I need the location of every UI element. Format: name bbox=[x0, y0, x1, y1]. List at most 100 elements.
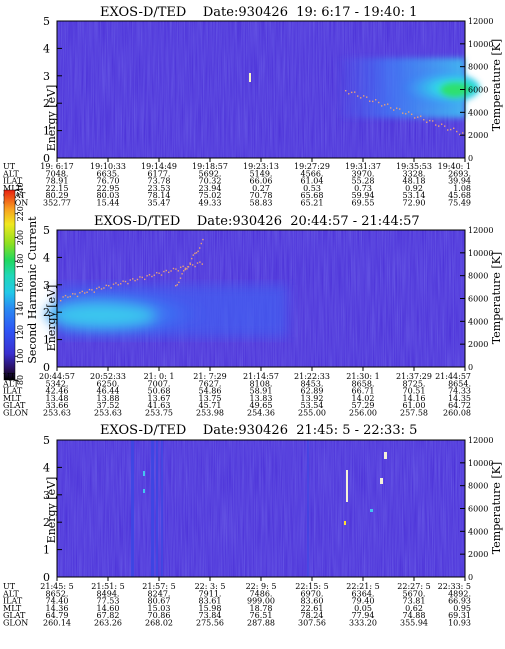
panel-1-temperature-points bbox=[345, 90, 464, 136]
panel-1-rtick-label: 6000 bbox=[468, 86, 488, 95]
panel-3-cell: 22:33: 5 bbox=[438, 582, 471, 591]
temperature-point bbox=[192, 254, 194, 256]
temperature-point bbox=[189, 262, 191, 264]
panel-3-cell: 21:57: 5 bbox=[142, 582, 175, 591]
temperature-point bbox=[360, 97, 362, 99]
panel-1-cell: 3970. bbox=[352, 169, 375, 178]
panel-1-cell: 22.95 bbox=[97, 184, 120, 193]
temperature-point bbox=[199, 247, 201, 249]
panel-3-cell: 22:27: 5 bbox=[397, 582, 430, 591]
temperature-point bbox=[351, 91, 353, 94]
panel-3-cell: 287.88 bbox=[247, 619, 275, 628]
temperature-point bbox=[177, 270, 179, 272]
temperature-point bbox=[426, 121, 428, 123]
temperature-point bbox=[178, 281, 180, 284]
panel-1-rtick-label: 0 bbox=[468, 154, 473, 163]
panel-2-row-label: GLON bbox=[3, 409, 28, 418]
panel-3-ylabel: Energy [eV] bbox=[45, 477, 58, 544]
panel-3-rtick-label: 10000 bbox=[468, 459, 493, 468]
panel-3-streak-3 bbox=[156, 440, 158, 577]
colorbar-tick-label: 140 bbox=[16, 301, 25, 316]
panel-1-orbit-table: UTALTILATMLTGLATGLON19: 6:177048.78.9122… bbox=[2, 158, 471, 208]
panel-2-rtick-label: 2000 bbox=[468, 340, 488, 349]
panel-3-cell: 7911. bbox=[199, 589, 222, 598]
panel-3-cell: 83.61 bbox=[199, 597, 222, 606]
panel-1-cell: 49.33 bbox=[199, 199, 222, 208]
panel-1-cell: 19:10:33 bbox=[90, 162, 126, 171]
temperature-point bbox=[429, 119, 431, 122]
panel-2-cell: 253.75 bbox=[145, 409, 173, 418]
panel-3-cell: 66.93 bbox=[448, 597, 471, 606]
panel-2-plot bbox=[45, 229, 466, 368]
temperature-point bbox=[134, 279, 136, 282]
temperature-point bbox=[160, 274, 163, 276]
panel-3-event-6 bbox=[370, 509, 373, 512]
temperature-point bbox=[148, 273, 151, 276]
panel-1-row-label: MLT bbox=[3, 184, 22, 193]
temperature-point bbox=[93, 291, 95, 293]
panel-2-ytick-label: 4 bbox=[43, 251, 50, 264]
temperature-point bbox=[81, 290, 83, 293]
panel-3: EXOS-D/TED Date:930426 21:45: 5 - 22:33:… bbox=[2, 423, 503, 628]
panel-1-rtick-label: 2000 bbox=[468, 131, 488, 140]
temperature-point bbox=[194, 265, 196, 268]
panel-3-cell: 22.61 bbox=[301, 604, 324, 613]
panel-1-cell: 65.68 bbox=[301, 191, 324, 200]
panel-3-cell: 263.26 bbox=[94, 619, 122, 628]
temperature-point bbox=[405, 113, 407, 115]
panel-3-row-label: GLON bbox=[3, 619, 28, 628]
temperature-point bbox=[378, 101, 380, 104]
temperature-point bbox=[136, 278, 139, 281]
panel-2-ylabel-right: Temperature [K] bbox=[490, 252, 503, 344]
panel-2-row-label: GLAT bbox=[3, 401, 26, 410]
temperature-point bbox=[182, 265, 184, 268]
temperature-point bbox=[435, 124, 437, 126]
panel-3-left-axis: 0 1 2 3 4 5 bbox=[43, 434, 62, 584]
panel-1-cell: 1.08 bbox=[453, 184, 471, 193]
temperature-point bbox=[117, 284, 119, 286]
panel-2-cell: 21:22:33 bbox=[294, 372, 330, 381]
panel-1-ytick-label: 1 bbox=[43, 125, 50, 138]
panel-1-row-label: ALT bbox=[2, 169, 19, 178]
panel-2-ytick-label: 3 bbox=[43, 279, 50, 292]
temperature-point bbox=[366, 96, 368, 98]
temperature-point bbox=[420, 115, 422, 117]
temperature-point bbox=[384, 104, 386, 106]
panel-2-ytick-label: 5 bbox=[43, 224, 50, 237]
panel-2-cell: 46.44 bbox=[97, 387, 120, 396]
panel-3-cell: 15.98 bbox=[199, 604, 222, 613]
panel-1-cell: 19:35:53 bbox=[396, 162, 432, 171]
panel-1-cell: 19:31:37 bbox=[345, 162, 381, 171]
panel-2-orbit-table: UTALTILATMLTGLATGLON20:44:575342.42.4613… bbox=[2, 367, 471, 418]
panel-3-right-axis: 0 2000 4000 6000 8000 10000 12000 bbox=[460, 436, 493, 582]
temperature-point bbox=[199, 261, 201, 263]
panel-1-event-marker bbox=[249, 73, 251, 82]
temperature-point bbox=[79, 292, 81, 294]
panel-2-cell: 21: 7:29 bbox=[193, 372, 226, 381]
panel-3-event-4 bbox=[143, 471, 145, 476]
panel-3-ytick-label: 2 bbox=[43, 516, 50, 529]
panel-3-streak-5 bbox=[307, 440, 309, 577]
panel-2-rtick-label: 12000 bbox=[468, 226, 493, 235]
panel-2-cell: 8725. bbox=[403, 379, 426, 388]
temperature-point bbox=[120, 283, 122, 285]
panel-1-cell: 5149. bbox=[250, 169, 273, 178]
panel-3-cell: 79.40 bbox=[352, 597, 375, 606]
panel-1-row-label: GLON bbox=[3, 199, 28, 208]
temperature-point bbox=[194, 252, 196, 255]
panel-2-cell: 49.65 bbox=[250, 401, 273, 410]
panel-3-cell: 77.94 bbox=[352, 611, 375, 620]
panel-1-rtick-label: 12000 bbox=[468, 17, 493, 26]
panel-2-row-label: ILAT bbox=[3, 387, 23, 396]
panel-2-cell: 13.67 bbox=[148, 394, 171, 403]
panel-1-cell: 58.83 bbox=[250, 199, 273, 208]
temperature-point bbox=[60, 300, 62, 302]
panel-2-cell: 8658. bbox=[352, 379, 375, 388]
panel-2-cell: 13.92 bbox=[301, 394, 324, 403]
panel-1-cell: 22.15 bbox=[46, 184, 69, 193]
temperature-point bbox=[144, 278, 146, 281]
panel-3-cell: 307.56 bbox=[298, 619, 326, 628]
temperature-point bbox=[393, 109, 395, 111]
panel-3-cell: 275.56 bbox=[196, 619, 224, 628]
panel-1-ytick-label: 4 bbox=[43, 42, 50, 55]
